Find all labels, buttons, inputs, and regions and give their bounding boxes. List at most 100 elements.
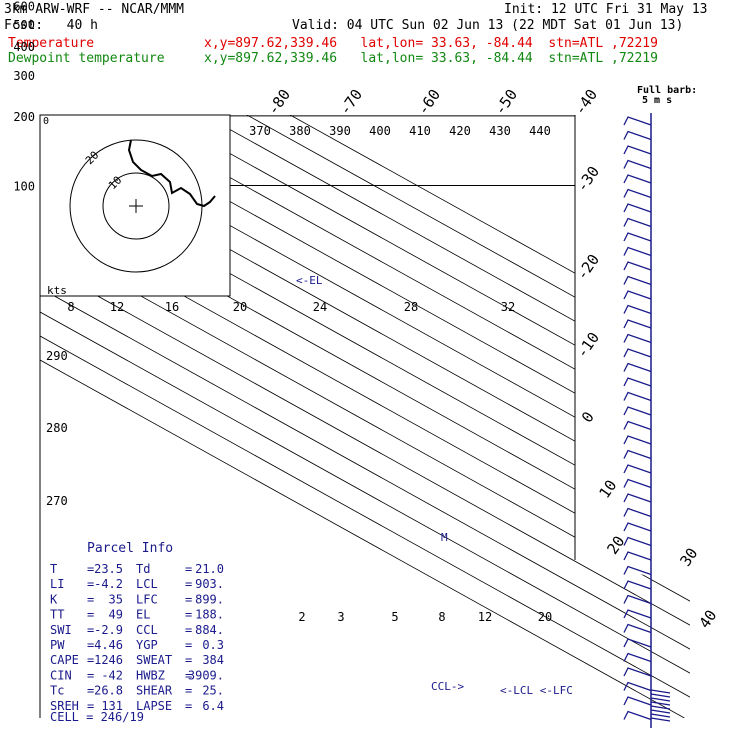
mixing-ratio-label: 8: [438, 610, 445, 624]
parcel-equals: =: [87, 684, 94, 698]
parcel-equals: =: [185, 684, 192, 698]
parcel-label: YGP: [136, 638, 158, 652]
parcel-label: SHEAR: [136, 684, 173, 698]
temperature-axis-label: -80: [264, 86, 294, 119]
wind-barb: [623, 406, 652, 416]
full-barb-label: Full barb:: [637, 85, 697, 96]
temperature-axis-label: -50: [491, 86, 521, 119]
temperature-axis-label: -40: [571, 86, 601, 119]
wind-barb-low-level: [650, 701, 671, 706]
kts-tick-label: 24: [313, 300, 327, 314]
wind-barb: [623, 188, 652, 199]
wind-barb: [623, 696, 652, 706]
wind-barb: [623, 536, 652, 547]
wind-barb: [623, 391, 652, 402]
wind-barb: [623, 420, 652, 431]
wind-barb-low-level: [650, 697, 671, 702]
isotherm-line: [40, 115, 685, 718]
parcel-value: 0.3: [202, 638, 224, 652]
theta-label: 400: [369, 124, 391, 138]
pressure-tick-label: 400: [13, 40, 35, 54]
parcel-value: 49: [109, 608, 123, 622]
model-title: 3km ARW-WRF -- NCAR/MMM: [4, 2, 185, 17]
wind-barb: [623, 116, 652, 126]
wind-barb: [623, 522, 652, 532]
parcel-value: 884.: [195, 623, 224, 637]
parcel-equals: =: [185, 668, 192, 682]
theta-e-label: 280: [46, 421, 68, 435]
parcel-value: 131: [101, 699, 123, 713]
chart-grid: 1002003004005006007008009001000: [13, 0, 690, 718]
el-marker: <-EL: [296, 274, 323, 287]
parcel-value: -4.2: [94, 577, 123, 591]
temperature-axis-label: -10: [573, 329, 603, 362]
pressure-tick-label: 200: [13, 110, 35, 124]
parcel-value: 35: [109, 592, 123, 606]
parcel-value: 903.: [195, 577, 224, 591]
temperature-axis-label: 10: [595, 477, 620, 502]
parcel-value: 26.8: [94, 684, 123, 698]
parcel-equals: =: [185, 562, 192, 576]
ccl-marker: CCL->: [431, 680, 464, 693]
parcel-label: T: [50, 562, 57, 576]
wind-barb-low-level: [650, 693, 671, 698]
full-barb-unit: 5 m s: [642, 95, 672, 106]
parcel-label: SWEAT: [136, 653, 172, 667]
parcel-equals: =: [87, 638, 94, 652]
wind-barb: [623, 565, 652, 576]
theta-label: 380: [289, 124, 311, 138]
hodograph-corner-label: 0: [43, 116, 49, 127]
isotherm-line: [40, 115, 690, 718]
hodograph-trace: [127, 139, 216, 208]
parcel-equals: =: [185, 608, 192, 622]
m-marker: M: [441, 531, 448, 544]
kts-tick-label: 8: [67, 300, 74, 314]
wind-barb: [623, 493, 652, 503]
parcel-label: SREH: [50, 699, 79, 713]
parcel-value: 6.4: [202, 699, 224, 713]
parcel-label: PW: [50, 638, 65, 652]
parcel-value: 188.: [195, 608, 224, 622]
mixing-ratio-label: 3: [337, 610, 344, 624]
parcel-value: 1246: [94, 653, 123, 667]
parcel-value: 21.0: [195, 562, 224, 576]
wind-barb: [623, 623, 652, 634]
parcel-label: SWI: [50, 623, 72, 637]
parcel-label: HWBZ: [136, 668, 165, 682]
wind-barb: [623, 130, 652, 141]
isotherm-line: [203, 115, 690, 718]
isotherm-line: [40, 115, 690, 718]
parcel-equals: =: [185, 653, 192, 667]
wind-barb: [623, 246, 652, 257]
parcel-equals: =: [185, 699, 192, 713]
kts-tick-label: 32: [501, 300, 515, 314]
wind-barb: [623, 638, 652, 648]
wind-barb: [623, 145, 652, 155]
pressure-tick-label: 600: [13, 0, 35, 14]
temperature-axis-label: 30: [676, 545, 701, 570]
wind-barb: [623, 580, 652, 590]
wind-barb: [623, 275, 652, 286]
lcl-lfc-marker: <-LCL <-LFC: [500, 684, 573, 697]
wind-barb-low-level: [650, 709, 671, 714]
theta-label: 440: [529, 124, 551, 138]
parcel-label: CAPE: [50, 653, 79, 667]
parcel-equals: =: [185, 623, 192, 637]
wind-barb: [623, 507, 652, 518]
wind-barb: [623, 652, 652, 663]
temperature-legend: Temperature: [8, 36, 95, 51]
parcel-value: 25.: [202, 684, 224, 698]
kts-tick-label: 20: [233, 300, 247, 314]
parcel-info-panel: Parcel Info T = 23.5 Td = 21.0LI = -4.2 LCL = 903.…: [50, 541, 224, 724]
parcel-label: TT: [50, 608, 64, 622]
parcel-equals: =: [87, 577, 94, 591]
parcel-value: -2.9: [94, 623, 123, 637]
parcel-equals: =: [87, 562, 94, 576]
kts-tick-label: 16: [165, 300, 179, 314]
parcel-label: LCL: [136, 577, 158, 591]
temperature-axis-label: 20: [603, 533, 628, 558]
wind-barb: [623, 333, 652, 344]
mixing-ratio-label: 5: [391, 610, 398, 624]
wind-barb: [623, 667, 652, 677]
theta-label: 420: [449, 124, 471, 138]
